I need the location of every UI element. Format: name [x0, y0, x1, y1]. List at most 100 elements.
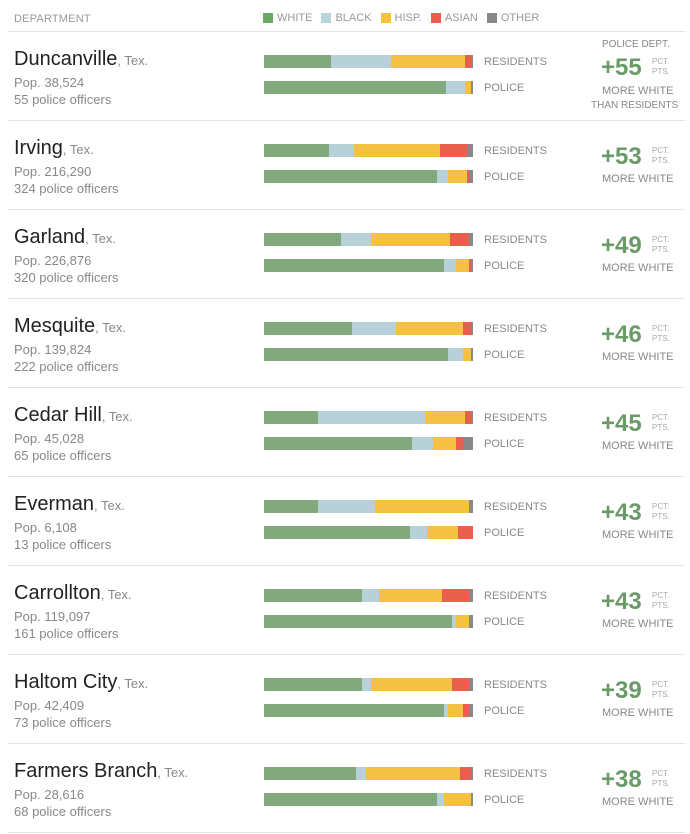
- city-name: Carrollton, Tex.: [14, 582, 132, 605]
- residents-segment-asian: [462, 322, 471, 335]
- residents-segment-other: [468, 233, 473, 246]
- residents-bar-label: RESIDENTS: [484, 679, 547, 691]
- department-row: Irving, Tex. Pop. 216,290 324 police offic…: [8, 121, 685, 210]
- residents-segment-other: [470, 767, 473, 780]
- police-bar-label: POLICE: [484, 349, 525, 361]
- residents-bar-label: RESIDENTS: [484, 590, 547, 602]
- state-label: , Tex.: [62, 142, 94, 157]
- police-segment-other: [470, 81, 473, 94]
- residents-segment-hisp: [378, 589, 442, 602]
- city-name: Everman, Tex.: [14, 493, 125, 516]
- state-label: , Tex.: [95, 320, 126, 335]
- residents-segment-other: [466, 144, 473, 157]
- department-row: Garland, Tex. Pop. 226,876 320 police offi…: [8, 210, 685, 299]
- residents-segment-asian: [464, 411, 471, 424]
- residents-bar: [264, 144, 473, 157]
- residents-segment-asian: [452, 678, 469, 691]
- department-row: Haltom City, Tex. Pop. 42,409 73 police of…: [8, 655, 685, 744]
- police-bar: [264, 793, 473, 806]
- police-dept-label: POLICE DEPT.: [602, 39, 670, 50]
- police-bar: [264, 437, 473, 450]
- residents-segment-other: [468, 500, 473, 513]
- police-segment-hisp: [447, 170, 467, 183]
- residents-segment-other: [468, 589, 473, 602]
- police-segment-asian: [468, 259, 471, 272]
- police-segment-black: [443, 259, 457, 272]
- city-label: Cedar Hill: [14, 404, 102, 426]
- police-segment-black: [410, 526, 428, 539]
- residents-segment-asian: [460, 767, 471, 780]
- pct-pts-unit: PCT. PTS.: [652, 413, 670, 433]
- residents-bar-label: RESIDENTS: [484, 768, 547, 780]
- residents-segment-white: [264, 589, 363, 602]
- legend-item: BLACK: [321, 12, 372, 24]
- residents-segment-white: [264, 500, 319, 513]
- police-segment-hisp: [433, 437, 457, 450]
- pct-pts-unit: PCT. PTS.: [652, 769, 670, 789]
- police-bar: [264, 81, 473, 94]
- residents-segment-hisp: [353, 144, 440, 157]
- police-segment-asian: [462, 704, 469, 717]
- legend-label: WHITE: [277, 12, 313, 24]
- city-name: Cedar Hill, Tex.: [14, 404, 133, 427]
- city-label: Carrollton: [14, 582, 101, 604]
- police-segment-other: [468, 704, 473, 717]
- residents-bar: [264, 411, 473, 424]
- more-white-label: MORE WHITE: [602, 796, 674, 808]
- city-label: Farmers Branch: [14, 760, 158, 782]
- police-segment-white: [264, 526, 411, 539]
- population: Pop. 42,409: [14, 698, 85, 713]
- residents-bar-label: RESIDENTS: [484, 323, 547, 335]
- pct-label: PCT.: [652, 235, 670, 244]
- police-segment-black: [437, 170, 448, 183]
- population: Pop. 119,097: [14, 609, 91, 624]
- police-segment-other: [470, 793, 473, 806]
- police-segment-white: [264, 259, 444, 272]
- city-label: Irving: [14, 137, 63, 159]
- residents-segment-hisp: [366, 767, 461, 780]
- legend-swatch: [430, 13, 441, 23]
- legend-label: BLACK: [335, 12, 372, 24]
- police-bar: [264, 259, 473, 272]
- pct-label: PCT.: [652, 502, 670, 511]
- table-header: DEPARTMENT WHITE BLACK HISP. ASIAN OTHER: [8, 0, 685, 32]
- pct-pts-unit: PCT. PTS.: [652, 502, 670, 522]
- residents-segment-other: [470, 55, 473, 68]
- pct-pts-unit: PCT. PTS.: [652, 57, 670, 77]
- pts-label: PTS.: [652, 423, 670, 432]
- population: Pop. 216,290: [14, 164, 92, 179]
- department-row: Mesquite, Tex. Pop. 139,824 222 police off…: [8, 299, 685, 388]
- police-segment-white: [264, 437, 413, 450]
- more-white-label: MORE WHITE: [602, 173, 674, 185]
- state-label: , Tex.: [101, 409, 133, 424]
- police-bar: [264, 348, 473, 361]
- police-segment-black: [445, 81, 465, 94]
- difference-value: +49: [601, 232, 642, 259]
- police-segment-black: [443, 704, 448, 717]
- legend-label: HISP.: [394, 12, 422, 24]
- pts-label: PTS.: [652, 334, 670, 343]
- city-name: Farmers Branch, Tex.: [14, 760, 188, 783]
- residents-segment-other: [470, 411, 473, 424]
- police-segment-white: [264, 81, 446, 94]
- pts-label: PTS.: [652, 156, 670, 165]
- residents-segment-hisp: [424, 411, 465, 424]
- residents-segment-other: [468, 678, 473, 691]
- difference-value: +45: [601, 410, 642, 437]
- police-bar-label: POLICE: [484, 82, 525, 94]
- residents-segment-black: [341, 233, 371, 246]
- police-segment-black: [447, 348, 463, 361]
- police-bar-label: POLICE: [484, 705, 525, 717]
- residents-bar-label: RESIDENTS: [484, 501, 547, 513]
- police-segment-hisp: [464, 81, 471, 94]
- more-white-label: MORE WHITE: [602, 707, 674, 719]
- state-label: , Tex.: [157, 765, 189, 780]
- residents-segment-asian: [439, 144, 467, 157]
- legend-label: OTHER: [500, 12, 540, 24]
- department-row: Cedar Hill, Tex. Pop. 45,028 65 police off…: [8, 388, 685, 477]
- police-bar-label: POLICE: [484, 260, 525, 272]
- department-column-header: DEPARTMENT: [14, 13, 91, 25]
- officer-count: 222 police officers: [14, 359, 119, 374]
- more-white-label: MORE WHITE: [602, 618, 674, 630]
- residents-segment-black: [355, 767, 367, 780]
